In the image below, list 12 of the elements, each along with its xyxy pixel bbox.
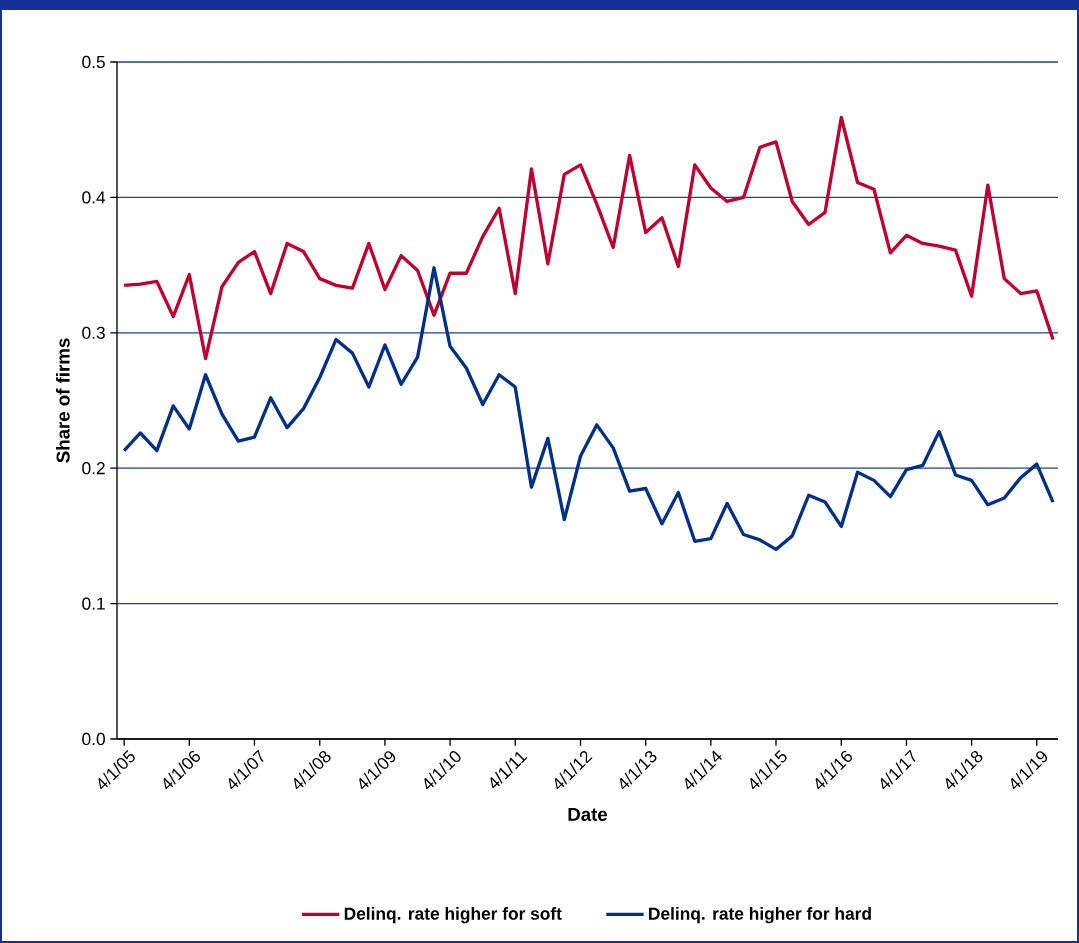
y-tick-label: 0.5 (82, 55, 105, 69)
legend-label: Delinq. rate higher for soft (344, 907, 562, 924)
line-series (122, 266, 1055, 552)
legend-label: Delinq. rate higher for hard (649, 907, 871, 924)
line-series (122, 115, 1055, 361)
y-tick-label: 0.3 (82, 326, 105, 339)
y-tick-label: 0.2 (82, 462, 105, 475)
y-axis-title: Share of firms (56, 338, 70, 463)
y-tick-label: 0.1 (82, 597, 105, 610)
y-tick-label: 0.4 (82, 191, 106, 204)
x-axis-title: Date (568, 807, 608, 821)
y-tick-label: 0.0 (82, 732, 105, 746)
